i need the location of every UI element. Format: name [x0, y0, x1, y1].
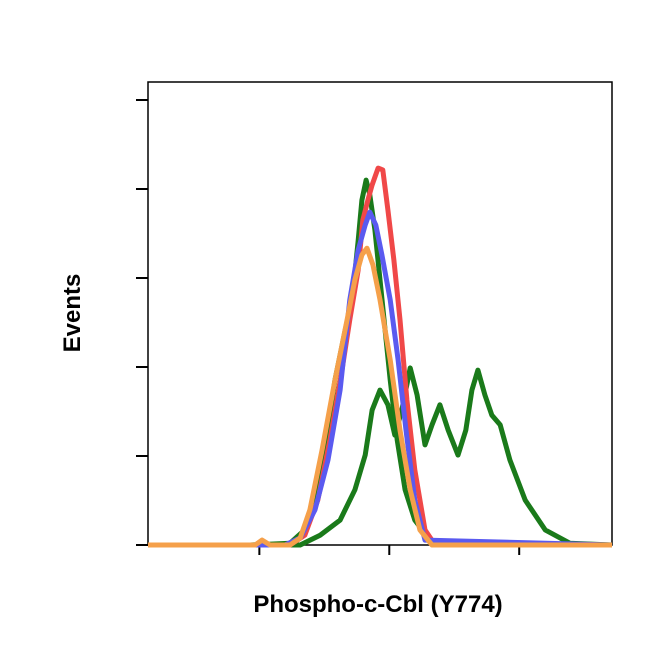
histogram-line [148, 245, 612, 548]
plot-frame [147, 81, 613, 546]
histogram-line [148, 209, 613, 548]
x-axis-title: Phospho-c-Cbl (Y774) [253, 591, 502, 618]
y-axis-title: Events [59, 274, 86, 353]
histogram-line [148, 365, 613, 548]
histogram-line [148, 165, 612, 548]
